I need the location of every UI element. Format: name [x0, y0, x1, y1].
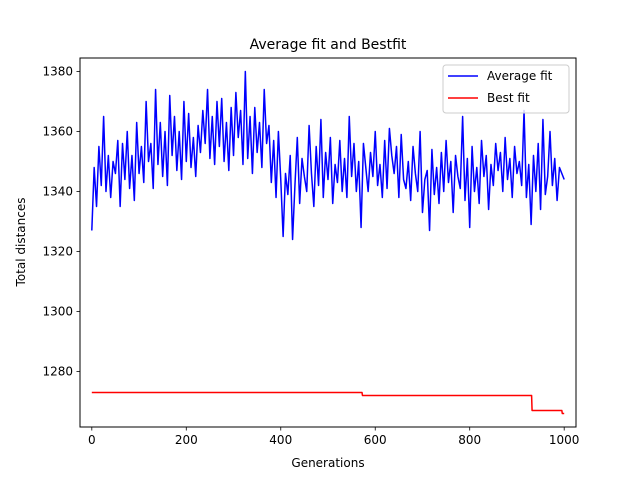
series-line-best-fit [91, 391, 565, 415]
legend: Average fit Best fit [442, 64, 570, 114]
axes-frame [79, 57, 577, 428]
x-tick-label: 200 [175, 433, 198, 447]
legend-box [442, 64, 570, 114]
x-axis-ticks: 0 200 400 600 800 1000 [88, 427, 579, 447]
x-tick-label: 800 [458, 433, 481, 447]
x-axis-label: Generations [291, 456, 364, 470]
legend-label: Average fit [487, 69, 553, 83]
x-tick-label: 400 [269, 433, 292, 447]
y-tick-label: 1380 [42, 65, 73, 79]
chart-title: Average fit and Bestfit [250, 37, 407, 53]
y-tick-label: 1280 [42, 365, 73, 379]
y-tick-label: 1300 [42, 305, 73, 319]
y-axis-label: Total distances [14, 198, 28, 288]
y-tick-label: 1360 [42, 125, 73, 139]
y-tick-label: 1320 [42, 245, 73, 259]
x-tick-label: 600 [364, 433, 387, 447]
x-tick-label: 1000 [549, 433, 580, 447]
x-tick-label: 0 [88, 433, 96, 447]
y-axis-ticks: 1280 1300 1320 1340 1360 1380 [42, 65, 80, 379]
y-tick-label: 1340 [42, 185, 73, 199]
plot-lines [91, 70, 565, 415]
series-line-average-fit [91, 70, 565, 241]
legend-label: Best fit [487, 91, 530, 105]
